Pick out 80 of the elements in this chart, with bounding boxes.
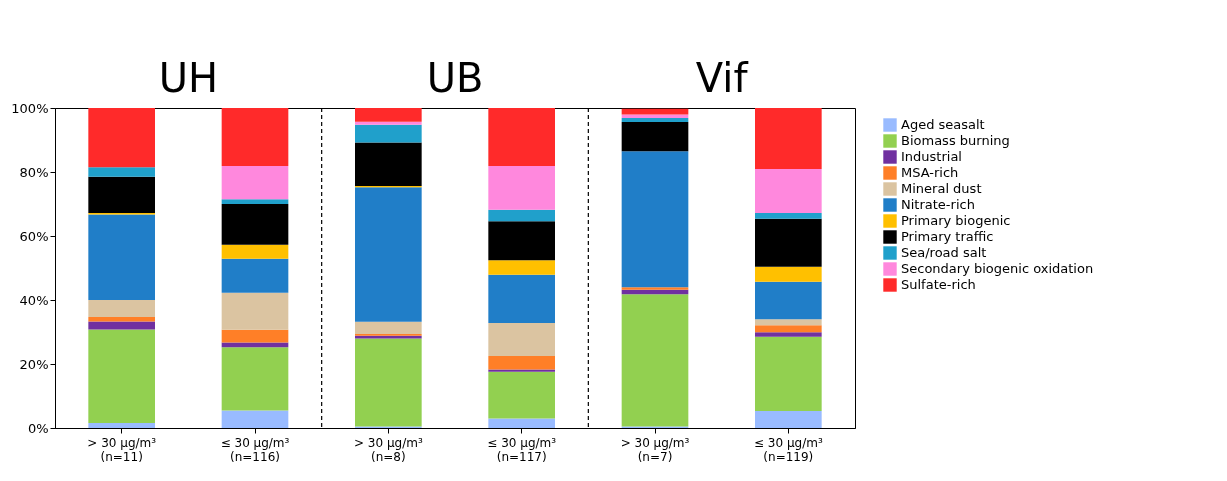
bar	[221, 329, 289, 343]
bar	[88, 316, 155, 322]
bar	[88, 108, 155, 168]
bar	[755, 325, 822, 333]
legend-label: Secondary biogenic oxidation	[901, 261, 1094, 276]
y-tick-label: 80%	[19, 164, 49, 180]
bar	[488, 369, 555, 372]
x-tick-label: ≤ 30 µg/m³ (n=119)	[753, 435, 823, 464]
bar	[221, 199, 289, 204]
bar	[488, 108, 555, 166]
bar	[221, 108, 289, 166]
bar	[755, 266, 822, 282]
bar	[221, 410, 289, 428]
bar	[221, 292, 289, 330]
legend-label: Nitrate-rich	[901, 197, 975, 212]
bar	[621, 122, 689, 152]
bar	[755, 319, 822, 326]
x-tick-label: ≤ 30 µg/m³ (n=117)	[487, 435, 557, 464]
bar	[488, 418, 555, 428]
bar	[488, 165, 555, 210]
bar	[621, 294, 689, 427]
text: UB	[426, 55, 484, 101]
bar	[488, 323, 555, 356]
bar	[221, 204, 289, 245]
y-tick-label: 20%	[19, 356, 49, 372]
legend-label: Mineral dust	[901, 181, 982, 196]
legend-label: Sea/road salt	[901, 245, 987, 260]
bar	[88, 300, 155, 317]
bar	[488, 209, 555, 222]
bar	[88, 176, 155, 213]
bar	[755, 281, 822, 320]
x-tick-label: > 30 µg/m³ (n=7)	[620, 435, 690, 464]
y-tick-label: 60%	[19, 228, 49, 244]
bar	[621, 114, 689, 118]
bar	[755, 169, 822, 213]
bar	[621, 151, 689, 288]
x-tick-label: ≤ 30 µg/m³ (n=116)	[220, 435, 290, 464]
bar	[755, 218, 822, 267]
bar	[488, 371, 555, 419]
y-tick-label: 0%	[27, 420, 49, 436]
legend-label: Biomass burning	[901, 133, 1010, 148]
bar	[355, 321, 422, 334]
bar	[355, 108, 422, 122]
bar	[221, 165, 289, 200]
bar	[221, 244, 289, 259]
bar	[355, 121, 422, 125]
bar	[621, 117, 689, 123]
text: Vif	[695, 55, 749, 101]
bar	[355, 142, 422, 187]
legend-label: Industrial	[901, 149, 962, 164]
bar	[755, 108, 822, 170]
bar	[755, 411, 822, 428]
bar	[488, 221, 555, 261]
legend-label: Primary traffic	[901, 229, 994, 244]
bar	[755, 212, 822, 219]
bar	[88, 422, 155, 428]
bar	[88, 329, 155, 423]
bar	[355, 187, 422, 322]
bar	[88, 167, 155, 177]
bar	[488, 274, 555, 324]
legend-label: Sulfate-rich	[901, 277, 976, 292]
bar	[755, 336, 822, 412]
bar	[488, 260, 555, 275]
bar	[221, 258, 289, 293]
bar	[488, 356, 555, 370]
bar	[88, 214, 155, 300]
y-tick-label: 100%	[11, 100, 49, 116]
bar	[621, 287, 689, 290]
legend-label: Primary biogenic	[901, 213, 1011, 228]
bar	[355, 338, 422, 427]
bar	[755, 332, 822, 337]
legend-label: Aged seasalt	[901, 117, 985, 132]
bar	[221, 347, 289, 411]
x-tick-label: > 30 µg/m³ (n=11)	[87, 435, 157, 464]
bar	[88, 321, 155, 330]
text: UH	[158, 55, 219, 101]
legend-label: MSA-rich	[901, 165, 959, 180]
x-tick-label: > 30 µg/m³ (n=8)	[353, 435, 423, 464]
bar	[355, 124, 422, 143]
y-tick-label: 40%	[19, 292, 49, 308]
